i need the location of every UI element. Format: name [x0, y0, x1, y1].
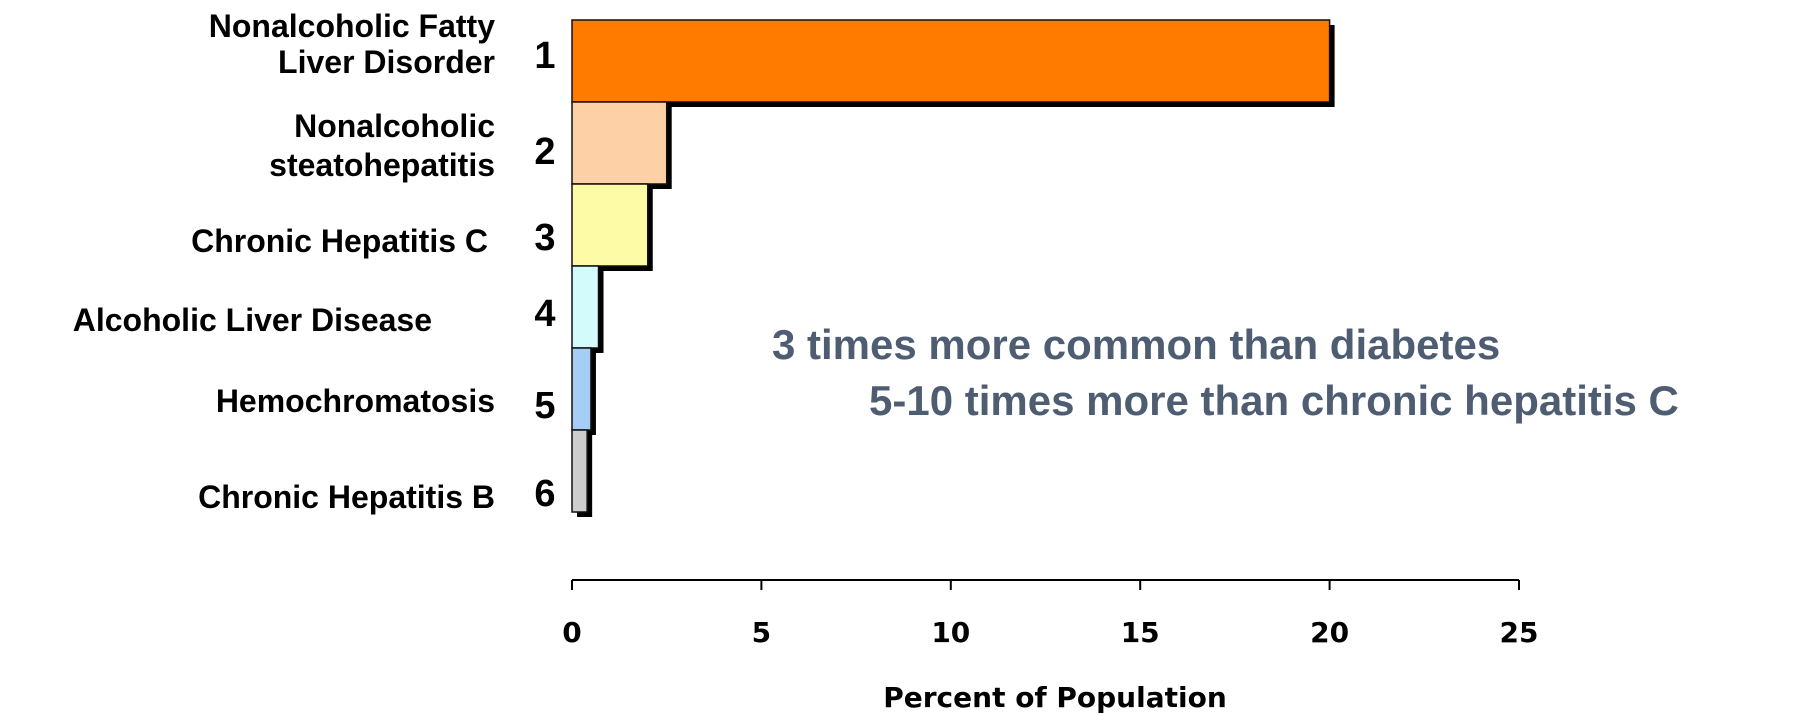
bar: [571, 101, 668, 185]
category-label: Chronic Hepatitis B: [198, 479, 495, 515]
bar: [571, 429, 588, 513]
bar: [571, 347, 592, 431]
annotation-hepatitis-c: 5-10 times more than chronic hepatitis C: [869, 377, 1679, 424]
bar: [571, 183, 649, 267]
bar: [571, 19, 1331, 103]
x-tick-label: 10: [931, 616, 970, 649]
category-label: Hemochromatosis: [216, 383, 495, 419]
x-axis-title: Percent of Population: [883, 681, 1227, 714]
category-label: Nonalcoholic Fatty Liver Disorder: [209, 8, 495, 80]
x-tick-label: 25: [1500, 616, 1539, 649]
rank-label: 2: [534, 131, 555, 173]
rank-label: 5: [534, 385, 555, 427]
bar: [571, 265, 600, 349]
annotations-group: 3 times more common than diabetes 5-10 t…: [772, 321, 1679, 424]
x-tick-label: 5: [752, 616, 771, 649]
category-label: Chronic Hepatitis C: [191, 223, 488, 259]
rank-label: 4: [534, 293, 555, 335]
category-label: Nonalcoholic steatohepatitis: [269, 108, 495, 183]
x-tick-label: 15: [1121, 616, 1160, 649]
x-axis: 0 5 10 15 20 25: [562, 579, 1539, 649]
rank-label: 1: [534, 35, 555, 77]
category-label: Alcoholic Liver Disease: [73, 302, 432, 338]
bars-group: [571, 19, 1335, 517]
x-tick-label: 0: [562, 616, 581, 649]
rank-label: 3: [534, 217, 555, 259]
rank-label: 6: [534, 473, 555, 515]
annotation-diabetes: 3 times more common than diabetes: [772, 321, 1500, 368]
category-labels-group: Nonalcoholic Fatty Liver Disorder 1 Nonalco…: [73, 8, 556, 515]
x-tick-label: 20: [1310, 616, 1349, 649]
